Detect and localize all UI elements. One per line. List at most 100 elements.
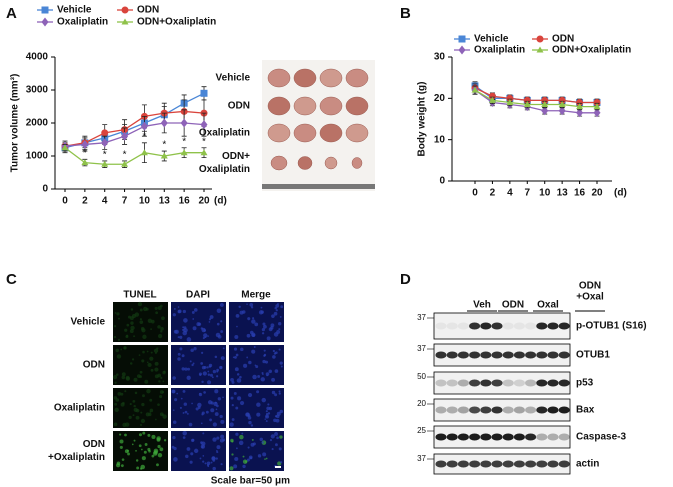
x-tick-label: 20 [198,196,210,207]
speck [271,448,274,451]
band [513,379,526,387]
speck [139,370,143,374]
band [502,433,514,441]
speck [119,445,123,449]
speck [262,452,267,457]
speck [114,381,117,384]
speck [161,316,165,321]
x-tick-label: 2 [490,188,496,199]
tumor [319,68,343,88]
marker [541,106,549,116]
tumor [345,68,369,88]
band [547,322,559,330]
speck [234,367,239,372]
speck [271,314,275,318]
speck [273,311,278,316]
speck [240,347,244,352]
speck [215,449,218,452]
speck [275,415,278,418]
speck [190,452,194,456]
speck [126,323,130,327]
row-label: Vehicle [71,317,106,328]
speck [251,333,256,338]
speck [179,406,182,409]
x-unit: (d) [214,196,227,207]
legend-marker [458,45,466,55]
speck [208,318,212,321]
speck [138,354,141,357]
legend-label: ODN [552,34,574,45]
speck [249,302,254,307]
speck [271,377,276,382]
speck [181,367,185,371]
speck [141,328,146,333]
speck [117,338,121,341]
speck [233,392,237,395]
marker [576,103,584,110]
speck [239,375,242,379]
speck [131,358,135,361]
speck [200,422,203,425]
speck [121,458,125,461]
legend-marker [121,18,129,25]
band [446,322,458,330]
speck [179,335,183,339]
speck [201,380,204,384]
speck [189,360,192,363]
band [536,433,548,441]
speck [252,317,255,320]
speck [212,422,217,427]
band [536,460,548,468]
speck [192,362,195,365]
band [435,406,447,414]
legend-label: ODN+Oxaliplatin [137,17,216,28]
band [457,322,469,330]
mw-marker: 25 [417,426,426,435]
speck [148,449,151,453]
speck [199,457,202,460]
row-label: ODN [83,439,105,450]
band [491,322,503,330]
speck [174,329,179,334]
speck [260,306,263,309]
speck [150,351,153,354]
speck [112,374,118,380]
speck [132,414,135,417]
speck [181,354,185,358]
speck [177,336,180,339]
speck [250,424,254,427]
band [491,433,503,441]
protein-label: Caspase-3 [576,432,626,443]
speck [138,444,142,448]
speck [265,414,270,419]
micrograph [229,345,284,385]
x-tick-label: 13 [159,196,171,207]
band [469,433,481,441]
marker [488,96,496,103]
speck [278,447,282,451]
band [547,433,559,441]
band [502,351,514,359]
speck [114,407,119,413]
panel-letter: A [6,5,17,22]
speck [232,356,235,359]
y-tick-label: 2000 [26,118,49,129]
legend-label: ODN [137,5,159,16]
band [502,379,514,387]
marker [200,149,208,156]
speck [235,314,240,318]
speck [280,365,283,368]
speck [179,347,183,351]
speck [153,348,159,353]
band [457,351,469,359]
speck [120,348,123,351]
significance: * [103,150,107,161]
speck [131,443,134,446]
speck [142,431,146,435]
marker [200,89,208,97]
speck [200,362,204,365]
speck [256,412,261,417]
marker [101,160,109,167]
speck [186,375,191,380]
band [457,433,469,441]
